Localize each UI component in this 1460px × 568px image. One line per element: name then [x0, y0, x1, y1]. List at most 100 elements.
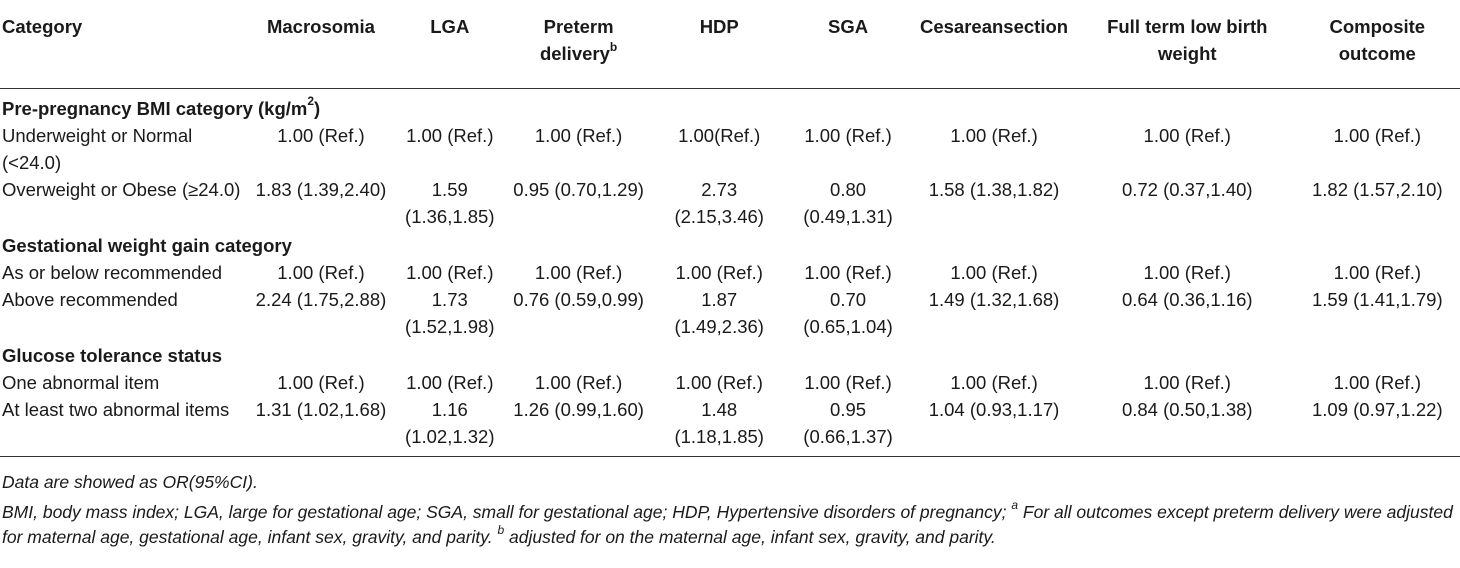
column-header-label: Category [2, 16, 83, 37]
table-cell: 1.49 (1.32,1.68) [928, 288, 1060, 310]
table-cell: 1.00 (Ref.) [804, 124, 892, 146]
footnote-preterm-text: adjusted for on the maternal age, infant… [504, 527, 996, 547]
section-title-text: Glucose tolerance status [2, 344, 223, 366]
table-cell: 1.00 (Ref.) [534, 261, 623, 283]
column-header: Full term low birth weight [1079, 4, 1295, 89]
row-label: At least two abnormal items [0, 395, 250, 457]
table-cell: 1.00 (Ref.) [1333, 124, 1421, 146]
table-cell: 1.73 (1.52,1.98) [405, 288, 495, 337]
row-label: One abnormal item [2, 371, 160, 393]
section-title-superscript: 2 [307, 94, 315, 109]
table-row: One abnormal item 1.00 (Ref.) 1.00 (Ref.) 1… [0, 369, 1460, 396]
table-cell: 1.87 (1.49,2.36) [674, 288, 764, 337]
table-cell: 0.72 (0.37,1.40) [1121, 178, 1253, 200]
table-cell: 1.00 (Ref.) [1143, 261, 1231, 283]
table-cell: 1.04 (0.93,1.17) [908, 395, 1080, 457]
footnote-abbreviations: BMI, body mass index; LGA, large for ges… [0, 498, 1460, 550]
column-header: Macrosomia [249, 4, 393, 89]
table-cell: 1.00 (Ref.) [277, 371, 365, 393]
footnote-marker-b: b [497, 523, 505, 538]
table-cell: 1.59 (1.41,1.79) [1311, 288, 1443, 310]
table-cell: 1.31 (1.02,1.68) [249, 395, 393, 457]
column-header-label: SGA [827, 16, 869, 37]
table-cell: 1.00 (Ref.) [950, 371, 1038, 393]
table-cell: 1.00 (Ref.) [950, 261, 1038, 283]
column-header-label: Preterm delivery [539, 16, 614, 64]
section-title: Pre-pregnancy BMI category (kg/m2) [0, 88, 1460, 122]
column-header: Composite outcome [1294, 4, 1460, 89]
table-cell: 0.95 (0.70,1.29) [513, 178, 644, 200]
table-cell: 1.26 (0.99,1.60) [506, 395, 651, 457]
column-header: Preterm deliveryb [506, 4, 651, 89]
table-cell: 1.83 (1.39,2.40) [255, 178, 387, 200]
table-cell: 0.70 (0.65,1.04) [803, 288, 893, 337]
footnote-adjust-text: For all outcomes except preterm delivery… [2, 502, 1453, 547]
table-cell: 1.00 (Ref.) [406, 371, 494, 393]
footnote-abbrev-text: BMI, body mass index; LGA, large for ges… [2, 502, 1012, 522]
table-cell: 1.00(Ref.) [678, 124, 761, 146]
table-cell: 0.64 (0.36,1.16) [1121, 288, 1253, 310]
table-cell: 1.09 (0.97,1.22) [1294, 395, 1460, 457]
column-header: HDP [650, 4, 788, 89]
table-cell: 1.00 (Ref.) [1333, 261, 1421, 283]
table-cell: 1.00 (Ref.) [277, 124, 365, 146]
table-cell: 1.00 (Ref.) [804, 261, 892, 283]
section-header-row: Gestational weight gain category [0, 230, 1460, 259]
table-cell: 1.00 (Ref.) [277, 261, 365, 283]
table-cell: 1.00 (Ref.) [406, 261, 494, 283]
section-title-text: Pre-pregnancy BMI category (kg/m [2, 97, 308, 119]
column-header-label: Cesareansection [919, 16, 1069, 37]
table-cell: 1.00 (Ref.) [950, 124, 1038, 146]
section-title: Gestational weight gain category [0, 230, 1460, 259]
column-header-label: HDP [699, 16, 739, 37]
table-cell: 1.00 (Ref.) [675, 261, 763, 283]
column-header: SGA [787, 4, 909, 89]
table-cell: 1.00 (Ref.) [804, 371, 892, 393]
table-cell: 1.82 (1.57,2.10) [1311, 178, 1443, 200]
table-cell: 2.73 (2.15,3.46) [674, 178, 764, 227]
column-header-label: LGA [430, 16, 470, 37]
table-cell: 1.00 (Ref.) [1143, 371, 1231, 393]
table-cell: 1.58 (1.38,1.82) [928, 178, 1060, 200]
table-row: At least two abnormal items 1.31 (1.02,1.… [0, 395, 1460, 457]
results-table: Category Macrosomia LGA Preterm deliveryb HD… [0, 4, 1460, 457]
table-cell: 1.00 (Ref.) [534, 371, 623, 393]
table-cell: 1.48 (1.18,1.85) [650, 395, 788, 457]
table-cell: 1.00 (Ref.) [1333, 371, 1421, 393]
section-title: Glucose tolerance status [0, 340, 1460, 369]
column-header-category: Category [0, 4, 250, 89]
row-label: Overweight or Obese (≥24.0) [2, 178, 241, 200]
table-cell: 1.16 (1.02,1.32) [392, 395, 507, 457]
table-cell: 1.00 (Ref.) [1143, 124, 1231, 146]
table-cell: 0.80 (0.49,1.31) [803, 178, 893, 227]
section-title-end: ) [314, 97, 321, 119]
column-header-footnote-marker: b [609, 39, 618, 54]
table-footnotes: Data are showed as OR(95%CI). BMI, body … [0, 470, 1460, 550]
section-header-row: Glucose tolerance status [0, 340, 1460, 369]
column-header-label: Macrosomia [266, 16, 375, 37]
table-cell: 2.24 (1.75,2.88) [255, 288, 387, 310]
header-row: Category Macrosomia LGA Preterm deliveryb HD… [0, 4, 1460, 89]
column-header-label: Composite outcome [1329, 16, 1426, 64]
section-title-text: Gestational weight gain category [2, 234, 292, 256]
table-cell: 1.00 (Ref.) [675, 371, 763, 393]
table-cell: 1.00 (Ref.) [406, 124, 494, 146]
table-cell: 1.59 (1.36,1.85) [405, 178, 495, 227]
column-header-label: Full term low birth weight [1107, 16, 1268, 64]
row-label: As or below recommended [2, 261, 223, 283]
column-header: Cesareansection [908, 4, 1080, 89]
column-header: LGA [392, 4, 507, 89]
row-label: Above recommended [2, 288, 178, 310]
row-label: Underweight or Normal (<24.0) [2, 124, 193, 173]
table-cell: 0.84 (0.50,1.38) [1079, 395, 1295, 457]
table-row: Overweight or Obese (≥24.0) 1.83 (1.39,2.… [0, 176, 1460, 230]
table-row: Underweight or Normal (<24.0) 1.00 (Ref.)… [0, 122, 1460, 176]
table-cell: 0.76 (0.59,0.99) [513, 288, 644, 310]
footnote-data-format: Data are showed as OR(95%CI). [2, 472, 258, 492]
table-row: As or below recommended 1.00 (Ref.) 1.00 (… [0, 259, 1460, 286]
footnote-marker-a: a [1011, 498, 1019, 513]
table-body: Pre-pregnancy BMI category (kg/m2) Underw… [0, 88, 1460, 457]
table-row: Above recommended 2.24 (1.75,2.88) 1.73 (1… [0, 286, 1460, 340]
table-cell: 0.95 (0.66,1.37) [787, 395, 909, 457]
